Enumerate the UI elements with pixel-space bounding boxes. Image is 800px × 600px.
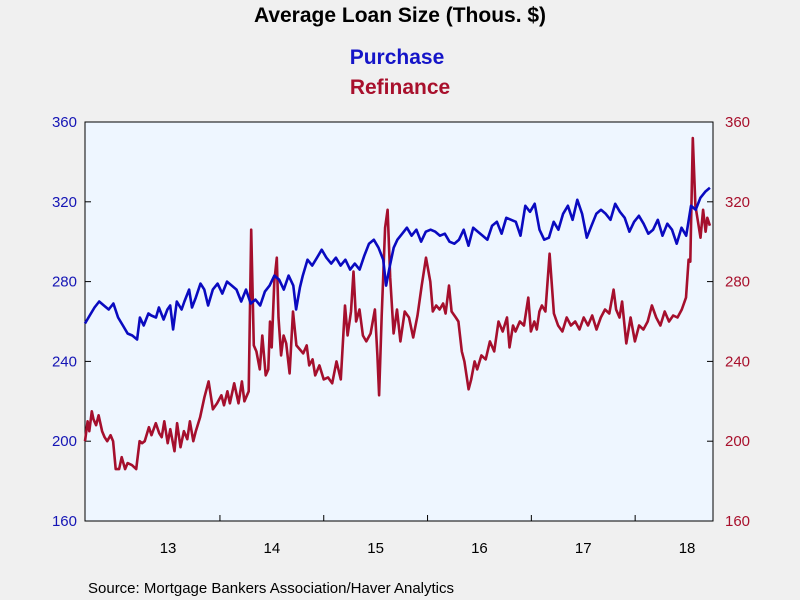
source-note: Source: Mortgage Bankers Association/Hav… xyxy=(88,580,454,597)
legend-purchase: Purchase xyxy=(350,46,445,69)
left-axis-tick-label: 160 xyxy=(52,513,77,530)
x-axis-tick-label: 13 xyxy=(160,540,177,557)
series-line-refinance xyxy=(83,136,712,471)
right-axis-tick-label: 280 xyxy=(725,274,750,291)
x-axis-tick-label: 18 xyxy=(679,540,696,557)
x-axis-tick-label: 16 xyxy=(471,540,488,557)
left-axis-tick-label: 320 xyxy=(52,194,77,211)
left-axis-tick-label: 280 xyxy=(52,274,77,291)
right-axis-tick-label: 360 xyxy=(725,114,750,131)
x-axis-tick-label: 17 xyxy=(575,540,592,557)
series-lines xyxy=(83,136,712,471)
series-line-purchase xyxy=(83,186,711,341)
right-axis-tick-label: 160 xyxy=(725,513,750,530)
left-axis-tick-label: 360 xyxy=(52,114,77,131)
left-axis-tick-label: 200 xyxy=(52,433,77,450)
chart-title: Average Loan Size (Thous. $) xyxy=(254,4,546,27)
x-axis-tick-label: 14 xyxy=(263,540,280,557)
left-axis-tick-label: 240 xyxy=(52,353,77,370)
x-axis-tick-label: 15 xyxy=(367,540,384,557)
right-axis-tick-label: 320 xyxy=(725,194,750,211)
legend-refinance: Refinance xyxy=(350,76,450,99)
right-axis-tick-label: 200 xyxy=(725,433,750,450)
axes-group: 160 200 240 280 320 360 160 200 240 280 320 360 13 14… xyxy=(52,114,750,557)
right-axis-tick-label: 240 xyxy=(725,353,750,370)
